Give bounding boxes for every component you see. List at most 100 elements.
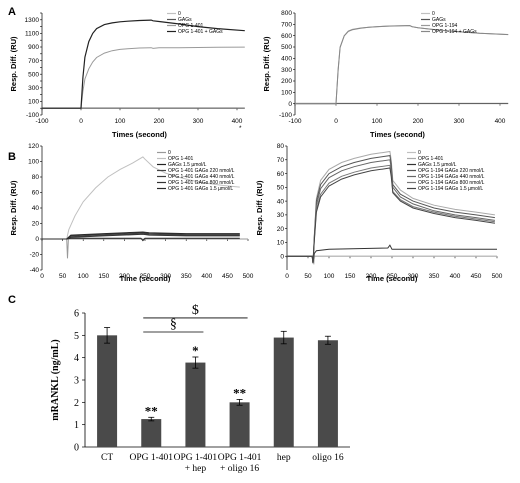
y-tick-label: 100 — [28, 99, 39, 106]
series-line-a-left-3 — [42, 19, 245, 109]
x-tick-label: 300 — [193, 118, 204, 125]
x-tick-label: 200 — [413, 118, 424, 125]
bar-2 — [185, 362, 206, 447]
legend-entry: GAGs 1.5 µmol/L — [418, 162, 457, 168]
x-tick-label: 250 — [387, 273, 398, 280]
x-tick-label: 300 — [454, 118, 465, 125]
series-line-a-left-2 — [42, 46, 245, 109]
x-tick-label: 400 — [232, 118, 243, 125]
y-tick-label: 5 — [74, 331, 79, 342]
y-tick-label: 1300 — [25, 17, 40, 24]
category-label-0: CT — [101, 453, 113, 463]
x-tick-label: 150 — [345, 273, 356, 280]
legend-entry: OPG 1-401 — [178, 23, 204, 29]
x-tick-label: 100 — [324, 273, 335, 280]
legend-entry: 0 — [418, 150, 421, 156]
legend-entry: GAGs — [432, 17, 446, 23]
y-tick-label: 100 — [28, 159, 39, 166]
bar-0 — [97, 335, 118, 447]
x-axis-label: Times (second) — [112, 130, 167, 139]
y-tick-label: 50 — [277, 185, 285, 192]
y-tick-label: 0 — [280, 253, 284, 260]
y-tick-label: 0 — [288, 101, 292, 108]
x-axis-label: Time (second) — [120, 274, 171, 283]
y-tick-label: 70 — [277, 157, 285, 164]
x-tick-label: 50 — [304, 273, 312, 280]
y-tick-label: 80 — [277, 143, 285, 150]
x-tick-label: 0 — [334, 118, 338, 125]
y-axis-label: Resp. Diff. (RU) — [9, 36, 18, 92]
y-tick-label: 20 — [32, 221, 40, 228]
bar-5 — [317, 340, 338, 447]
y-tick-label: 60 — [32, 190, 40, 197]
y-tick-label: 700 — [28, 58, 39, 65]
y-tick-label: 2 — [74, 398, 79, 409]
y-tick-label: 1 — [74, 420, 79, 431]
series-line-b-right-2 — [287, 244, 497, 264]
x-tick-label: 100 — [78, 273, 89, 280]
x-tick-label: -100 — [35, 118, 48, 125]
legend-entry: GAGs — [178, 17, 192, 23]
legend-entry: OPG 1-401 GAGs 1.5 µmol/L — [168, 186, 233, 192]
bracket-symbol-1: $ — [192, 303, 199, 318]
bar-3 — [229, 402, 250, 447]
chart-a-left: -100 100 300 500 700 900 1100 1300 -100 0 100 200 30… — [9, 11, 245, 139]
x-tick-label: 200 — [154, 118, 165, 125]
x-tick-label: 0 — [40, 273, 44, 280]
y-tick-label: 10 — [277, 240, 285, 247]
legend-entry: OPG 1-194 — [432, 23, 458, 29]
legend-entry: OPG 1-401 — [418, 156, 444, 162]
y-tick-label: 4 — [74, 353, 79, 364]
x-axis-label: Times (second) — [370, 130, 425, 139]
x-tick-label: 500 — [243, 273, 254, 280]
x-tick-label: 0 — [79, 118, 83, 125]
legend-entry: 0 — [432, 11, 435, 17]
significance-mark-3: ** — [233, 385, 246, 400]
legend-entry: OPG 1-401 + GAGs — [178, 29, 223, 35]
legend-entry: OPG 1-401 — [168, 156, 194, 162]
y-tick-label: 30 — [277, 212, 285, 219]
y-tick-label: 40 — [32, 205, 40, 212]
x-tick-label: 450 — [471, 273, 482, 280]
x-tick-label: 300 — [160, 273, 171, 280]
y-tick-label: -40 — [30, 267, 40, 274]
y-tick-label: 120 — [28, 143, 39, 150]
series-line-a-right-3 — [295, 25, 509, 105]
y-tick-label: 3 — [74, 376, 79, 387]
y-tick-label: 60 — [277, 171, 285, 178]
x-tick-label: 100 — [372, 118, 383, 125]
legend-entry: 0 — [178, 11, 181, 17]
x-tick-label: 200 — [366, 273, 377, 280]
category-label-2: OPG 1-401 + hep — [174, 453, 218, 474]
y-tick-label: 0 — [35, 236, 39, 243]
x-tick-label: 400 — [450, 273, 461, 280]
y-tick-label: 400 — [281, 56, 292, 63]
y-tick-label: 1100 — [25, 31, 39, 38]
x-tick-label: 350 — [429, 273, 440, 280]
significance-mark-1: ** — [145, 403, 158, 418]
y-tick-label: 800 — [281, 10, 292, 17]
y-tick-label: 80 — [32, 174, 40, 181]
y-tick-label: 6 — [74, 309, 79, 320]
y-tick-label: 300 — [281, 67, 292, 74]
y-tick-label: 200 — [281, 78, 292, 85]
x-tick-label: 250 — [140, 273, 151, 280]
series-line-b-left-0 — [42, 238, 248, 259]
y-tick-label: 700 — [281, 22, 292, 29]
legend-entry: 0 — [168, 150, 171, 156]
y-tick-label: 500 — [281, 44, 292, 51]
y-tick-label: -100 — [26, 112, 39, 119]
bracket-symbol-0: § — [170, 317, 177, 332]
y-axis-label: Resp. Diff. (RU) — [262, 36, 271, 92]
x-tick-label: 400 — [201, 273, 212, 280]
category-label-1: OPG 1-401 — [129, 453, 173, 463]
x-tick-label: 350 — [181, 273, 192, 280]
chart-b-right: 0 10 20 30 40 50 60 70 80 0 50 100 150 200 250 300 350 40… — [255, 143, 503, 283]
x-tick-label: 500 — [492, 273, 503, 280]
legend-entry: OPG 1-194 GAGs 800 nmol/L — [418, 180, 485, 186]
legend-entry: OPG 1-194 GAGs 1.5 µmol/L — [418, 186, 483, 192]
y-tick-label: 100 — [281, 90, 292, 97]
y-tick-label: 600 — [281, 33, 292, 40]
y-tick-label: 900 — [28, 44, 39, 51]
